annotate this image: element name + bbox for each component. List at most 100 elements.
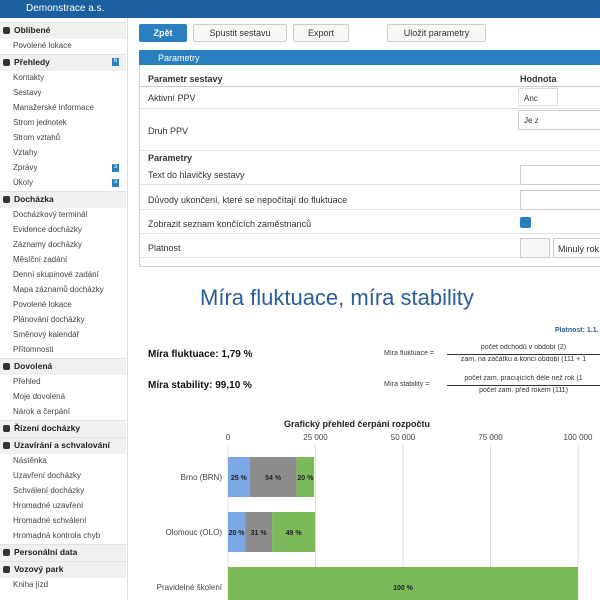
x-tick-label: 100 000 <box>564 433 593 442</box>
select[interactable]: Je z <box>518 110 600 130</box>
bar-segment <box>296 457 315 497</box>
menu-item[interactable]: Uzavření docházky <box>13 471 82 480</box>
menu-item[interactable]: Směnový kalendář <box>13 330 80 339</box>
bar-segment <box>249 457 297 497</box>
text-input[interactable] <box>520 165 600 185</box>
param-label: Druh PPV <box>148 126 189 136</box>
y-tick-label: Pravidelné školení <box>157 583 223 592</box>
section-title[interactable]: Uzavírání a schvalování <box>14 440 110 450</box>
bar-segment <box>228 512 246 552</box>
rule <box>140 209 600 210</box>
menu-item[interactable]: Úkoly <box>13 178 34 187</box>
rule <box>140 86 600 87</box>
section-title[interactable]: Docházka <box>14 194 54 204</box>
badge: 3 <box>112 164 119 172</box>
company: Demonstrace a.s. <box>26 3 105 14</box>
col-header: Parametr sestavy <box>148 74 223 84</box>
menu-item[interactable]: Evidence docházky <box>13 225 82 234</box>
menu-item[interactable]: Plánování docházky <box>13 315 85 324</box>
y-tick-label: Olomouc (OLO) <box>166 528 223 537</box>
section-header <box>0 437 126 454</box>
menu-item[interactable]: Přítomnosti <box>13 345 54 354</box>
validity: Platnost: 1.1. <box>555 327 599 334</box>
result: Míra fluktuace: 1,79 % <box>148 349 253 360</box>
param-label: Zobrazit seznam končících zaměstnanců <box>148 219 312 229</box>
panel-header <box>139 50 600 65</box>
report-title: Míra fluktuace, míra stability <box>200 285 474 310</box>
menu-item[interactable]: Přehled <box>13 377 41 386</box>
menu-item[interactable]: Nárok a čerpání <box>13 407 70 416</box>
section-title[interactable]: Dovolená <box>14 361 53 371</box>
menu-item[interactable]: Nástěnka <box>13 456 47 465</box>
section-title[interactable]: Vozový park <box>14 564 64 574</box>
select[interactable]: Minulý rok <box>553 238 600 258</box>
gear-button[interactable] <box>520 238 550 258</box>
menu-item[interactable]: Moje dovolená <box>13 392 66 401</box>
section-header <box>0 544 126 561</box>
section-title[interactable]: Řízení docházky <box>14 423 81 433</box>
menu-item[interactable]: Schválení docházky <box>13 486 85 495</box>
text-input[interactable] <box>520 190 600 210</box>
denominator: počet zam. před rokem (111) <box>479 387 568 394</box>
rule <box>140 184 600 185</box>
menu-item[interactable]: Kontakty <box>13 73 45 82</box>
menu-item[interactable]: Záznamy docházky <box>13 240 82 249</box>
panel-title: Parametry <box>158 53 200 63</box>
rule <box>140 233 600 234</box>
menu-item[interactable]: Hromadné uzavření <box>13 501 84 510</box>
menu-item[interactable]: Povolené lokace <box>13 41 72 50</box>
section-header <box>0 561 126 578</box>
param-label: Text do hlavičky sestavy <box>148 170 245 180</box>
data-label: 100 % <box>393 585 414 592</box>
menu-item[interactable]: Mapa záznamů docházky <box>13 285 104 294</box>
badge: 6 <box>112 58 119 66</box>
menu-item[interactable]: Manažerské informace <box>13 103 94 112</box>
section-header <box>0 358 126 375</box>
menu-item[interactable]: Strom jednotek <box>13 118 67 127</box>
menu-item[interactable]: Hromadné schválení <box>13 516 87 525</box>
sidebar <box>0 18 128 600</box>
formula-label: Míra fluktuace = <box>384 350 434 357</box>
section-icon <box>3 549 10 556</box>
menu-item[interactable]: Sestavy <box>13 88 42 97</box>
export-button[interactable]: Export <box>293 24 349 42</box>
menu-item[interactable]: Zprávy <box>13 163 38 172</box>
menu-item[interactable]: Denní skupinové zadání <box>13 270 99 279</box>
back-button[interactable]: Zpět <box>139 24 187 42</box>
menu-item[interactable]: Hromadná kontrola chyb <box>13 531 101 540</box>
x-tick-label: 0 <box>226 433 231 442</box>
menu-item[interactable]: Vztahy <box>13 148 38 157</box>
param-label: Důvody ukončení, které se nepočítají do … <box>148 195 348 205</box>
menu-item[interactable]: Strom vztahů <box>13 133 61 142</box>
fraction-line <box>447 385 600 386</box>
run-button[interactable]: Spustit sestavu <box>193 24 287 42</box>
section-icon <box>3 363 10 370</box>
x-tick-label: 50 000 <box>391 433 416 442</box>
rule <box>140 108 600 109</box>
menu-item[interactable]: Kniha jízd <box>13 580 49 589</box>
checkbox[interactable] <box>520 217 531 228</box>
save-button[interactable]: Uložit parametry <box>387 24 486 42</box>
data-label: 20 % <box>229 530 246 537</box>
section-icon <box>3 442 10 449</box>
menu-item[interactable]: Měsíční zadání <box>13 255 68 264</box>
section-title[interactable]: Oblíbené <box>14 25 51 35</box>
select[interactable]: Anc <box>518 88 558 106</box>
section-title[interactable]: Přehledy <box>14 57 50 67</box>
rule <box>140 257 600 258</box>
chart-title: Grafický přehled čerpání rozpočtu <box>284 419 430 429</box>
x-tick-label: 75 000 <box>478 433 503 442</box>
section-icon <box>3 59 10 66</box>
bar-segment <box>245 512 273 552</box>
param-label: Aktivní PPV <box>148 93 196 103</box>
badge: 3 <box>112 179 119 187</box>
menu-item[interactable]: Povolené lokace <box>13 300 72 309</box>
y-tick-label: Brno (BRN) <box>181 473 223 482</box>
section-header <box>0 420 126 437</box>
col-header: Hodnota <box>520 74 557 84</box>
bar-segment <box>272 512 316 552</box>
menu-item[interactable]: Docházkový terminál <box>13 210 88 219</box>
rule <box>140 150 600 151</box>
section-title[interactable]: Personální data <box>14 547 78 557</box>
